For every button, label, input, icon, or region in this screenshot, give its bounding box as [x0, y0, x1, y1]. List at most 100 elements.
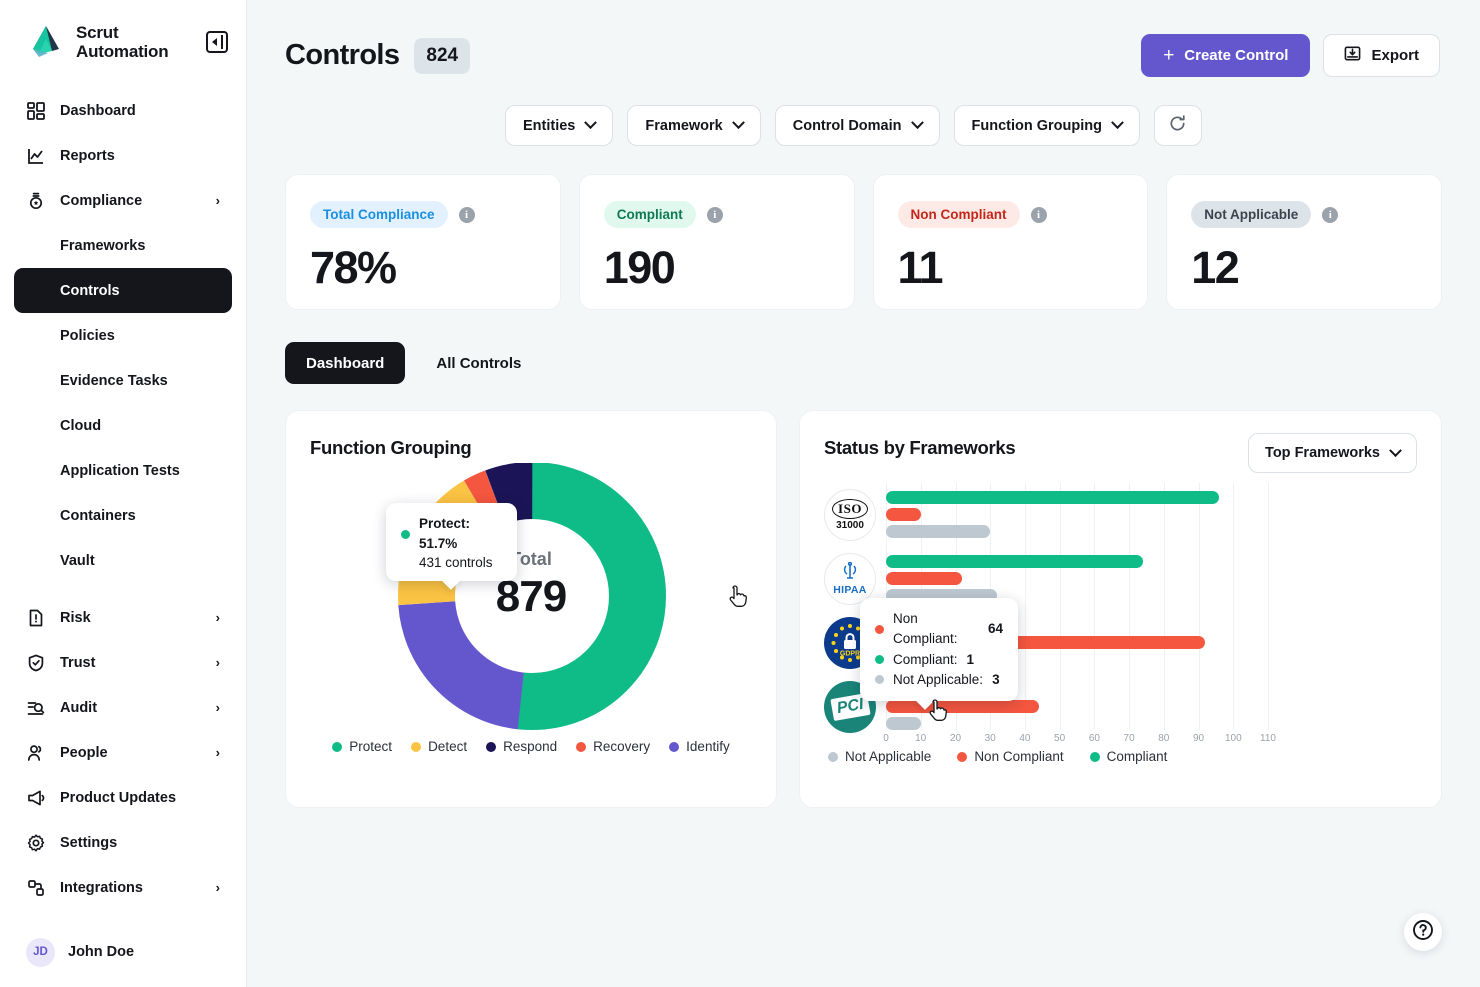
info-icon[interactable]: i [706, 206, 723, 223]
tab-all-controls[interactable]: All Controls [415, 342, 542, 384]
chevron-down-icon [584, 116, 598, 130]
tooltip-label: Non Compliant: [893, 611, 958, 647]
sidebar-item-audit[interactable]: Audit › [14, 685, 232, 730]
x-tick-label: 110 [1260, 733, 1276, 744]
bar-compliant[interactable] [886, 491, 1219, 504]
stat-value: 78% [310, 242, 397, 293]
sidebar-nav: Dashboard Reports Compliance › Framework… [0, 88, 246, 910]
panel-title: Status by Frameworks [824, 437, 1016, 458]
legend-item[interactable]: Protect [332, 739, 392, 754]
legend-item[interactable]: Compliant [1089, 749, 1167, 764]
sidebar-collapse-icon[interactable] [206, 31, 228, 53]
chevron-right-icon: › [215, 655, 220, 670]
legend-item[interactable]: Detect [411, 739, 467, 754]
sidebar-item-application-tests[interactable]: Application Tests [14, 448, 232, 493]
sidebar-item-controls[interactable]: Controls [14, 268, 232, 313]
x-tick-label: 100 [1224, 733, 1242, 744]
avatar: JD [26, 937, 55, 967]
top-frameworks-select[interactable]: Top Frameworks [1248, 433, 1417, 473]
tooltip-row: Non Compliant: 64 [875, 609, 1003, 650]
create-control-button[interactable]: + Create Control [1141, 34, 1311, 77]
frameworks-tooltip: Non Compliant: 64 Compliant: 1 Not Appli… [860, 598, 1018, 701]
x-tick-label: 40 [1019, 733, 1031, 744]
user-name: John Doe [68, 944, 135, 960]
legend-item[interactable]: Identify [669, 739, 730, 754]
sidebar-item-risk[interactable]: Risk › [14, 595, 232, 640]
x-tick-label: 70 [1123, 733, 1135, 744]
bar-non-compliant[interactable] [886, 508, 921, 521]
sidebar-item-trust[interactable]: Trust › [14, 640, 232, 685]
sidebar-item-settings[interactable]: Settings [14, 820, 232, 865]
bar-non-compliant[interactable] [886, 700, 1039, 713]
sidebar-subitem-label: Cloud [60, 417, 102, 434]
bar-not-applicable[interactable] [886, 525, 990, 538]
filter-label: Function Grouping [971, 117, 1102, 134]
risk-doc-icon [26, 608, 46, 628]
integrations-icon [26, 878, 46, 898]
chevron-down-icon [1111, 116, 1124, 130]
megaphone-icon [26, 788, 46, 808]
sidebar-subitem-label: Vault [60, 552, 95, 569]
sidebar-item-compliance[interactable]: Compliance › [14, 178, 232, 223]
stats-row: Total Compliance i 78% Compliant i 190 N… [285, 174, 1442, 310]
audit-search-icon [26, 698, 46, 718]
stat-card-non-compliant: Non Compliant i 11 [872, 174, 1149, 310]
bar-non-compliant[interactable] [886, 572, 963, 585]
stat-card-total-compliance: Total Compliance i 78% [285, 174, 561, 310]
chevron-right-icon: › [215, 610, 220, 625]
sidebar-item-product-updates[interactable]: Product Updates [14, 775, 232, 820]
sidebar-item-frameworks[interactable]: Frameworks [14, 223, 232, 268]
page-header: Controls 824 + Create Control Export [247, 0, 1480, 77]
sidebar-item-label: Reports [60, 147, 115, 164]
status-badge: Not Applicable [1191, 201, 1312, 228]
chevron-right-icon: › [215, 880, 220, 895]
x-tick-label: 20 [949, 733, 962, 744]
filter-function-grouping[interactable]: Function Grouping [953, 105, 1140, 146]
sidebar-item-evidence-tasks[interactable]: Evidence Tasks [14, 358, 232, 403]
refresh-button[interactable] [1153, 105, 1202, 146]
bar-compliant[interactable] [886, 555, 1143, 568]
donut-tooltip: Protect: 51.7% 431 controls [386, 503, 517, 581]
tooltip-label: Compliant: [893, 651, 958, 667]
donut-svg[interactable] [310, 463, 754, 733]
donut-segment-detect[interactable] [397, 463, 667, 731]
tab-bar: Dashboard All Controls [285, 342, 1442, 384]
controls-count-badge: 824 [414, 37, 471, 74]
panels-row: Function Grouping [285, 410, 1442, 808]
filter-framework[interactable]: Framework [627, 105, 761, 146]
legend-item[interactable]: Non Compliant [957, 749, 1064, 764]
chevron-right-icon: › [215, 745, 220, 760]
bar-group [886, 553, 1268, 605]
info-icon[interactable]: i [1030, 206, 1047, 223]
info-icon[interactable]: i [458, 206, 475, 223]
sidebar-item-people[interactable]: People › [14, 730, 232, 775]
filter-control-domain[interactable]: Control Domain [774, 105, 940, 146]
sidebar-item-dashboard[interactable]: Dashboard [14, 88, 232, 133]
sidebar-item-reports[interactable]: Reports [14, 133, 232, 178]
help-button[interactable] [1404, 913, 1442, 951]
legend-item[interactable]: Respond [486, 739, 557, 754]
sidebar-item-policies[interactable]: Policies [14, 313, 232, 358]
x-tick-label: 60 [1088, 733, 1100, 744]
user-profile[interactable]: JD John Doe [14, 931, 232, 973]
bar-not-applicable[interactable] [886, 717, 921, 730]
filter-label: Framework [645, 117, 723, 134]
tab-dashboard[interactable]: Dashboard [285, 342, 406, 384]
sidebar-item-cloud[interactable]: Cloud [14, 403, 232, 448]
legend-item[interactable]: Not Applicable [828, 749, 931, 764]
sidebar-item-label: Trust [60, 654, 96, 671]
sidebar-item-containers[interactable]: Containers [14, 493, 232, 538]
export-button[interactable]: Export [1323, 34, 1440, 77]
sidebar-item-label: Audit [60, 699, 98, 716]
sidebar-item-integrations[interactable]: Integrations › [14, 865, 232, 910]
filter-entities[interactable]: Entities [505, 105, 614, 146]
svg-text:GDPR: GDPR [840, 651, 860, 658]
filter-bar: Entities Framework Control Domain Functi… [247, 105, 1480, 146]
tooltip-title: Protect: 51.7% [419, 516, 471, 552]
legend-dot-recovery [576, 741, 587, 752]
info-icon[interactable]: i [1322, 206, 1339, 223]
legend-item[interactable]: Recovery [576, 739, 650, 754]
stat-value: 190 [603, 242, 676, 293]
brand[interactable]: Scrut Automation [0, 0, 246, 62]
sidebar-item-vault[interactable]: Vault [14, 538, 232, 583]
